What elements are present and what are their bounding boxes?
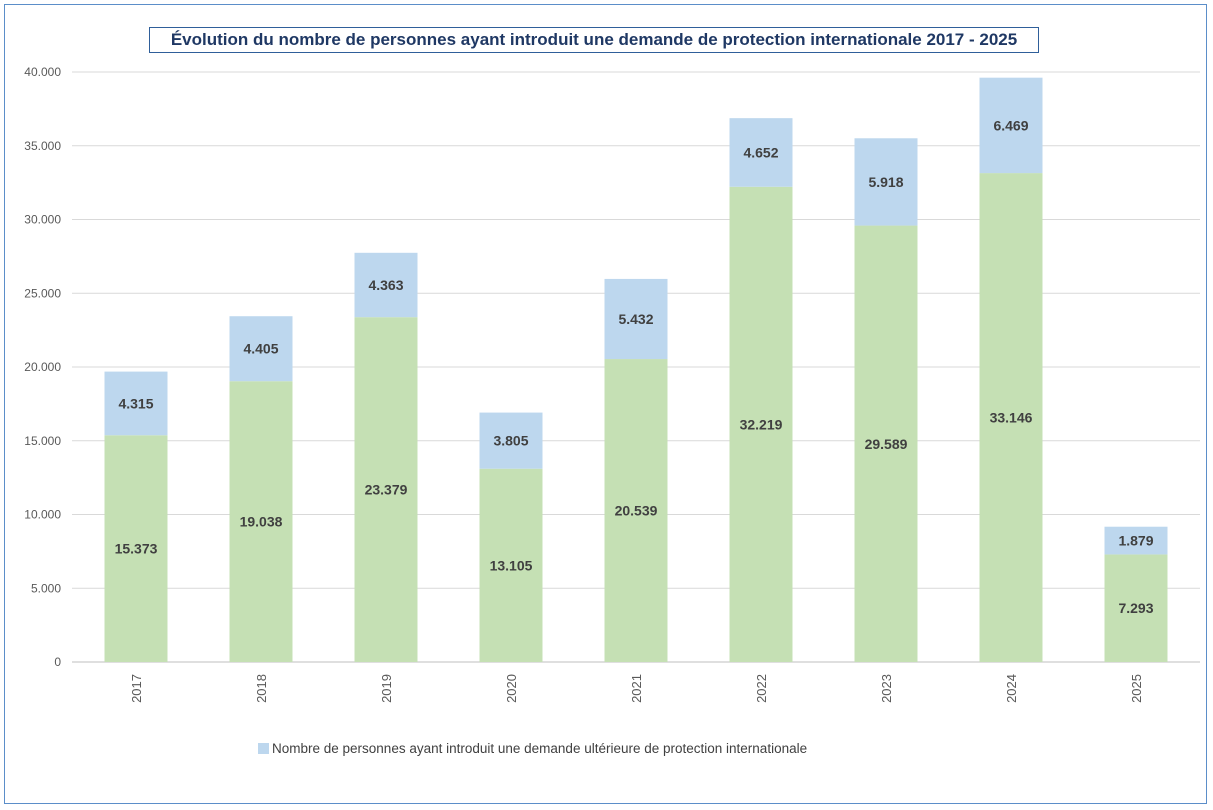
y-tick-label: 35.000 (24, 139, 61, 153)
x-tick-label: 2024 (1004, 674, 1019, 703)
bar-2023-series-1 (854, 138, 918, 226)
x-tick-label: 2021 (629, 674, 644, 703)
data-label: 19.038 (240, 514, 283, 530)
legend-swatch-repeat (258, 743, 269, 754)
bar-2020-series-0 (479, 468, 543, 662)
data-label: 4.363 (368, 277, 403, 293)
x-tick-label: 2019 (379, 674, 394, 703)
data-label: 29.589 (865, 436, 908, 452)
data-label: 15.373 (115, 541, 158, 557)
bar-2024-series-0 (979, 173, 1043, 662)
bar-2019-series-1 (354, 252, 418, 318)
bars: 15.373 4.315 19.038 4.405 23.379 4.363 13.105 3… (104, 77, 1168, 662)
data-label: 3.805 (493, 433, 528, 449)
legend-label-repeat: Nombre de personnes ayant introduit une … (272, 741, 808, 756)
y-tick-label: 5.000 (31, 581, 61, 595)
x-tick-label: 2017 (129, 674, 144, 703)
data-label: 1.879 (1118, 533, 1153, 549)
bar-2019-series-0 (354, 317, 418, 662)
data-label: 32.219 (740, 416, 783, 432)
data-label: 23.379 (365, 482, 408, 498)
data-label: 4.405 (243, 341, 278, 357)
bar-2023-series-0 (854, 225, 918, 662)
data-label: 5.918 (868, 174, 903, 190)
x-tick-label: 2018 (254, 674, 269, 703)
y-tick-label: 25.000 (24, 286, 61, 300)
data-label: 6.469 (993, 117, 1028, 133)
bar-2018-series-1 (229, 316, 293, 382)
bar-2022-series-1 (729, 118, 793, 187)
x-tick-label: 2022 (754, 674, 769, 703)
chart-title: Évolution du nombre de personnes ayant i… (149, 27, 1039, 53)
y-tick-label: 0 (54, 655, 61, 669)
legend: Nombre de personnes ayant introduit une … (258, 739, 858, 759)
bar-2021-series-0 (604, 359, 668, 662)
y-tick-label: 15.000 (24, 434, 61, 448)
y-tick-label: 10.000 (24, 508, 61, 522)
bar-2020-series-1 (479, 412, 543, 469)
data-label: 13.105 (490, 557, 533, 573)
y-tick-label: 30.000 (24, 213, 61, 227)
bar-2017-series-0 (104, 435, 168, 662)
bar-2021-series-1 (604, 278, 668, 360)
data-label: 33.146 (990, 410, 1033, 426)
bar-2025-series-0 (1104, 554, 1168, 662)
data-label: 5.432 (618, 311, 653, 327)
y-tick-label: 40.000 (24, 65, 61, 79)
bar-2017-series-1 (104, 371, 168, 436)
data-label: 7.293 (1118, 600, 1153, 616)
y-tick-label: 20.000 (24, 360, 61, 374)
bar-2018-series-0 (229, 381, 293, 662)
data-label: 4.652 (743, 144, 778, 160)
x-tick-label: 2025 (1129, 674, 1144, 703)
y-axis-ticks: 0 5.000 10.000 15.000 20.000 25.000 30.000 35.0… (24, 65, 61, 669)
bar-2025-series-1 (1104, 526, 1168, 555)
x-tick-label: 2020 (504, 674, 519, 703)
bar-2022-series-0 (729, 186, 793, 662)
x-tick-label: 2023 (879, 674, 894, 703)
bar-2024-series-1 (979, 77, 1043, 174)
x-axis-ticks: 2017 2018 2019 2020 2021 2022 2023 2024 2025 (129, 674, 1144, 703)
data-label: 20.539 (615, 503, 658, 519)
data-label: 4.315 (118, 395, 153, 411)
